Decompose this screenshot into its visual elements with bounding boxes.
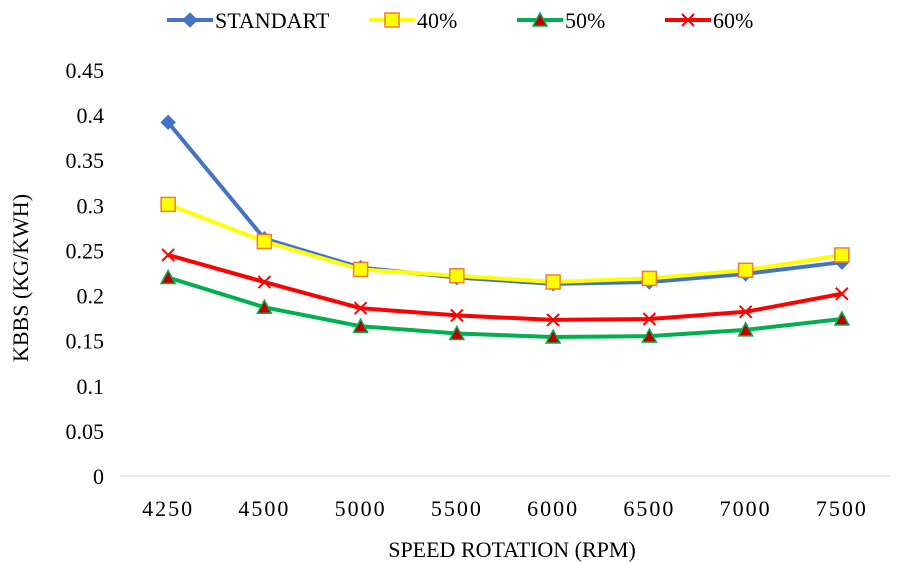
data-point xyxy=(835,287,849,301)
data-point xyxy=(256,233,273,250)
data-point xyxy=(159,268,177,285)
y-tick-label: 0 xyxy=(93,464,104,489)
legend-item: 60% xyxy=(665,8,753,33)
legend-marker xyxy=(384,12,400,28)
legend-marker xyxy=(531,11,549,27)
x-tick-label: 6000 xyxy=(527,496,579,521)
data-point xyxy=(641,270,658,287)
data-point xyxy=(833,310,851,326)
data-point xyxy=(641,327,658,343)
y-tick-label: 0.45 xyxy=(66,58,105,83)
series-40 xyxy=(160,196,850,290)
x-axis-label: SPEED ROTATION (RPM) xyxy=(388,537,636,562)
data-point xyxy=(160,196,176,213)
x-tick-label: 5000 xyxy=(335,496,387,521)
data-point xyxy=(545,274,561,290)
data-point xyxy=(161,248,175,262)
data-point xyxy=(448,324,466,341)
x-tick-label: 4250 xyxy=(142,496,194,521)
legend-item: 50% xyxy=(517,8,605,33)
data-point xyxy=(738,305,753,319)
y-tick-label: 0.15 xyxy=(66,329,105,354)
x-tick-label: 7500 xyxy=(816,496,868,521)
data-point xyxy=(450,308,464,323)
y-tick-label: 0.25 xyxy=(66,238,105,263)
data-point xyxy=(352,261,369,278)
x-tick-label: 6500 xyxy=(623,496,675,521)
legend-label: 50% xyxy=(565,8,605,33)
legend-item: STANDART xyxy=(167,8,330,33)
series-60 xyxy=(161,248,849,327)
data-point xyxy=(257,275,272,289)
y-axis-label: KBBS (KG/KWH) xyxy=(8,194,33,362)
legend-label: 60% xyxy=(713,8,753,33)
y-axis: 0 0.05 0.1 0.15 0.2 0.25 0.3 0.35 0.4 0.45 xyxy=(66,58,105,489)
data-point xyxy=(834,247,850,263)
data-point xyxy=(737,262,754,279)
plot-area xyxy=(159,114,851,344)
series-line xyxy=(166,121,843,286)
data-point xyxy=(449,267,465,284)
y-tick-label: 0.05 xyxy=(66,419,105,444)
x-tick-label: 5500 xyxy=(431,496,483,521)
data-point xyxy=(352,317,369,333)
x-tick-label: 4500 xyxy=(238,496,290,521)
legend-marker xyxy=(182,12,198,28)
data-point xyxy=(353,301,368,315)
legend-item: 40% xyxy=(369,8,457,33)
series-50 xyxy=(159,268,851,344)
series-line xyxy=(167,202,843,285)
y-tick-label: 0.1 xyxy=(77,374,105,399)
data-point xyxy=(160,114,176,131)
legend: STANDART 40% 50% 60% xyxy=(167,8,753,33)
legend-label: STANDART xyxy=(215,8,330,33)
data-point xyxy=(256,298,273,315)
legend-marker xyxy=(681,13,695,27)
y-tick-label: 0.4 xyxy=(77,103,105,128)
series-line xyxy=(167,275,843,340)
legend-label: 40% xyxy=(417,8,457,33)
data-point xyxy=(544,328,562,344)
data-point xyxy=(642,312,657,326)
series-line xyxy=(167,253,843,322)
x-tick-label: 7000 xyxy=(720,496,772,521)
y-tick-label: 0.35 xyxy=(66,148,105,173)
y-tick-label: 0.2 xyxy=(77,284,105,309)
data-point xyxy=(737,321,754,337)
x-axis: 4250 4500 5000 5500 6000 6500 7000 7500 xyxy=(120,475,890,521)
data-point xyxy=(546,313,560,327)
y-tick-label: 0.3 xyxy=(77,193,105,218)
